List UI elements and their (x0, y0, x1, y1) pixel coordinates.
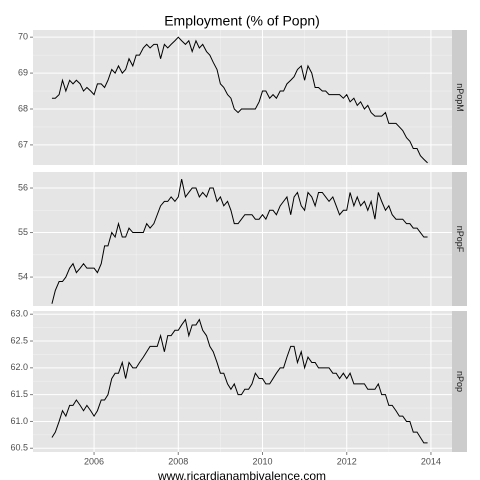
strip-background (452, 30, 467, 165)
strip-label: nPopF (455, 226, 465, 253)
panel-background (33, 30, 452, 165)
y-tick-label: 70 (18, 32, 28, 42)
y-tick-label: 60.5 (10, 443, 28, 453)
y-tick-label: 67 (18, 139, 28, 149)
x-tick-label: 2010 (252, 456, 272, 466)
series-line (51, 36, 428, 164)
panel-background (33, 172, 452, 306)
panel-background (33, 311, 452, 452)
y-tick-label: 69 (18, 67, 28, 77)
series-line (51, 179, 428, 304)
x-tick-label: 2006 (84, 456, 104, 466)
y-tick-label: 62.0 (10, 362, 28, 372)
y-tick-label: 61.0 (10, 416, 28, 426)
x-axis-label: www.ricardianambivalence.com (157, 469, 326, 480)
y-tick-label: 56 (18, 182, 28, 192)
y-tick-label: 62.5 (10, 335, 28, 345)
strip-background (452, 311, 467, 452)
y-tick-label: 55 (18, 227, 28, 237)
strip-background (452, 172, 467, 306)
y-tick-label: 68 (18, 103, 28, 113)
x-tick-label: 2008 (168, 456, 188, 466)
strip-label: nPop (455, 371, 465, 392)
x-tick-label: 2012 (337, 456, 357, 466)
strip-label: nPopM (455, 83, 465, 112)
x-tick-label: 2014 (421, 456, 441, 466)
y-tick-label: 61.5 (10, 389, 28, 399)
y-tick-label: 54 (18, 271, 28, 281)
y-tick-label: 63.0 (10, 309, 28, 319)
series-line (51, 318, 428, 444)
chart-title: Employment (% of Popn) (164, 13, 320, 29)
